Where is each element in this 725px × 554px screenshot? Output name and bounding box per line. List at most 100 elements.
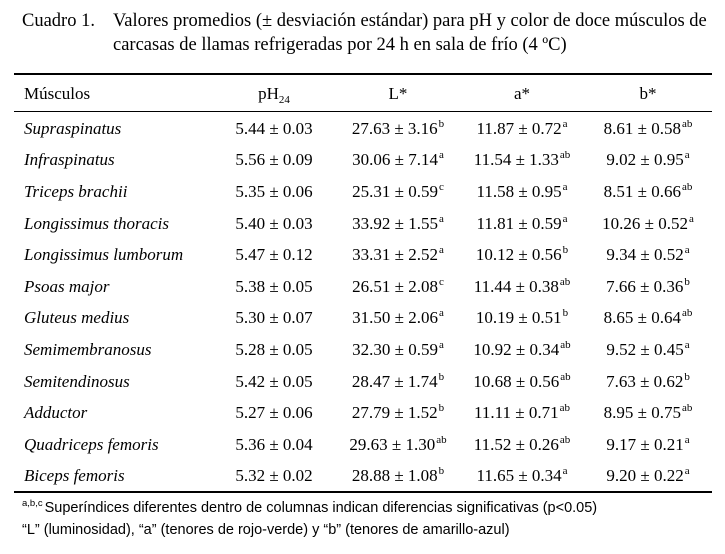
cell-muscle: Psoas major	[24, 276, 110, 296]
cell-l-superscript: a	[438, 244, 444, 257]
cell-ph: 5.30 ± 0.07	[235, 308, 313, 328]
cell-b-superscript: a	[684, 149, 690, 162]
header-row: Músculos pH24 L* a* b*	[14, 76, 712, 111]
cell-b-superscript: a	[684, 465, 690, 478]
cell-a-superscript: a	[562, 117, 568, 130]
header-ph-label: pH	[258, 83, 279, 103]
cell-ph: 5.36 ± 0.04	[235, 434, 313, 454]
cell-b: 9.02 ± 0.95a	[584, 145, 712, 177]
footnote-marks: a,b,c	[22, 498, 43, 509]
cell-l-superscript: a	[438, 212, 444, 225]
cell-b-superscript: a	[688, 212, 694, 225]
cell-a-superscript: ab	[559, 402, 570, 415]
cell-l-value: 28.88 ± 1.08	[351, 466, 438, 486]
cell-a: 11.58 ± 0.95a	[460, 176, 584, 208]
cell-l: 33.92 ± 1.55a	[336, 208, 460, 240]
cell-muscle: Semitendinosus	[24, 371, 130, 391]
cell-a-value: 11.65 ± 0.34	[476, 466, 562, 486]
table-row: Psoas major 5.38 ± 0.05 26.51 ± 2.08c 11.44…	[14, 271, 712, 303]
cell-l: 32.30 ± 0.59a	[336, 334, 460, 366]
caption-line-1: Valores promedios (± desviación estándar…	[113, 11, 707, 31]
cell-b-superscript: ab	[681, 180, 693, 193]
cell-l-value: 29.63 ± 1.30	[349, 434, 436, 454]
cell-a-superscript: ab	[559, 275, 571, 288]
cell-ph: 5.47 ± 0.12	[235, 245, 313, 265]
cell-b-value: 10.26 ± 0.52	[602, 213, 688, 233]
cell-l-value: 30.06 ± 7.14	[352, 150, 438, 170]
cell-a-superscript: ab	[560, 338, 571, 351]
cell-a: 11.81 ± 0.59a	[460, 208, 584, 240]
cell-a-superscript: a	[562, 212, 568, 225]
cell-muscle: Longissimus lumborum	[24, 245, 184, 265]
cell-ph: 5.56 ± 0.09	[235, 150, 313, 170]
cell-a: 11.44 ± 0.38ab	[460, 271, 584, 303]
cell-muscle: Infraspinatus	[24, 150, 115, 170]
cell-b-value: 9.52 ± 0.45	[606, 339, 684, 359]
cell-l-value: 26.51 ± 2.08	[352, 276, 438, 296]
table-row: Semimembranosus 5.28 ± 0.05 32.30 ± 0.59a 1…	[14, 334, 712, 366]
table-row: Gluteus medius 5.30 ± 0.07 31.50 ± 2.06a 10…	[14, 303, 712, 335]
cell-b-superscript: b	[684, 275, 690, 288]
cell-b: 7.63 ± 0.62b	[584, 366, 712, 398]
cell-a-value: 11.11 ± 0.71	[474, 403, 559, 423]
cell-muscle: Biceps femoris	[24, 466, 125, 486]
cell-ph: 5.42 ± 0.05	[235, 371, 313, 391]
cell-b-superscript: a	[684, 338, 690, 351]
table-row: Triceps brachii 5.35 ± 0.06 25.31 ± 0.59c 1…	[14, 176, 712, 208]
cell-muscle: Adductor	[24, 403, 88, 423]
cell-l: 33.31 ± 2.52a	[336, 239, 460, 271]
footnote-line-1: Superíndices diferentes dentro de column…	[44, 500, 598, 516]
cell-l-superscript: a	[438, 338, 444, 351]
table-top-rule	[14, 73, 712, 75]
cell-a-value: 11.81 ± 0.59	[476, 213, 562, 233]
cell-b-value: 9.02 ± 0.95	[606, 150, 684, 170]
cell-a-superscript: ab	[559, 149, 571, 162]
cell-a-value: 11.58 ± 0.95	[476, 181, 562, 201]
cell-b: 9.34 ± 0.52a	[584, 239, 712, 271]
cell-l-value: 33.31 ± 2.52	[352, 245, 438, 265]
header-b: b*	[639, 83, 657, 103]
cell-ph: 5.38 ± 0.05	[235, 276, 313, 296]
cell-l-value: 33.92 ± 1.55	[352, 213, 438, 233]
cell-b-value: 7.66 ± 0.36	[606, 276, 684, 296]
cell-b: 9.52 ± 0.45a	[584, 334, 712, 366]
cell-b: 8.65 ± 0.64ab	[584, 303, 712, 335]
cell-l-value: 32.30 ± 0.59	[352, 339, 438, 359]
cell-b-superscript: a	[684, 433, 690, 446]
cell-a-value: 11.52 ± 0.26	[473, 434, 559, 454]
cell-b-superscript: ab	[681, 402, 693, 415]
cell-b: 9.20 ± 0.22a	[584, 461, 712, 493]
header-ph: pH24	[212, 76, 336, 111]
cell-l-superscript: a	[438, 149, 444, 162]
cell-l: 28.88 ± 1.08b	[336, 461, 460, 493]
cell-b-value: 7.63 ± 0.62	[606, 371, 684, 391]
cell-muscle: Longissimus thoracis	[24, 213, 169, 233]
cell-a-value: 10.92 ± 0.34	[473, 339, 560, 359]
cell-l: 27.79 ± 1.52b	[336, 397, 460, 429]
cell-a-superscript: b	[562, 244, 569, 257]
cell-a-value: 11.44 ± 0.38	[473, 276, 559, 296]
cell-b-value: 8.95 ± 0.75	[603, 403, 681, 423]
cell-muscle: Triceps brachii	[24, 181, 128, 201]
cell-l-value: 28.47 ± 1.74	[351, 371, 438, 391]
cell-b-value: 8.51 ± 0.66	[603, 181, 681, 201]
cell-b: 9.17 ± 0.21a	[584, 429, 712, 461]
cell-ph: 5.27 ± 0.06	[235, 403, 313, 423]
cell-a-superscript: a	[562, 465, 568, 478]
cell-ph: 5.40 ± 0.03	[235, 213, 313, 233]
header-a: a*	[513, 83, 531, 103]
header-muscle: Músculos	[24, 83, 91, 103]
table-header-rule	[14, 111, 712, 112]
cell-b: 10.26 ± 0.52a	[584, 208, 712, 240]
cell-a-value: 10.12 ± 0.56	[475, 245, 562, 265]
table-bottom-rule	[14, 491, 712, 493]
cell-ph: 5.35 ± 0.06	[235, 181, 313, 201]
cell-l-superscript: c	[438, 275, 444, 288]
cell-b-superscript: ab	[681, 117, 693, 130]
cell-a: 10.12 ± 0.56b	[460, 239, 584, 271]
cell-l-value: 31.50 ± 2.06	[352, 308, 438, 328]
cell-l: 28.47 ± 1.74b	[336, 366, 460, 398]
cell-b: 8.61 ± 0.58ab	[584, 111, 712, 145]
cell-l-superscript: b	[438, 370, 445, 383]
cell-l-superscript: b	[438, 402, 445, 415]
